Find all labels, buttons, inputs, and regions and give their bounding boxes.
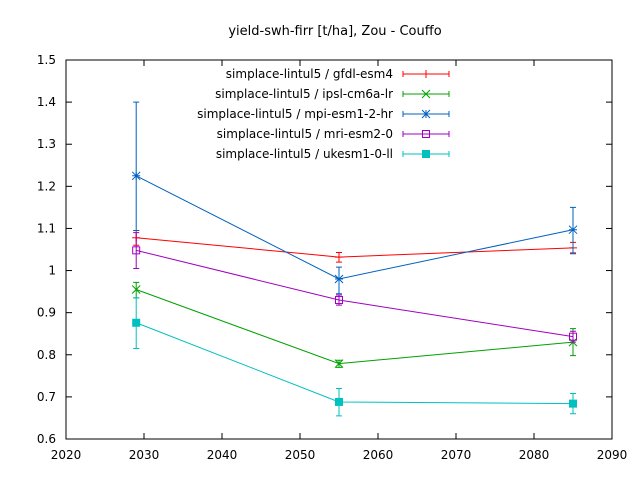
x-tick-label: 2080 [519,448,550,462]
series-line [135,175,574,280]
error-bar [133,101,140,232]
x-marker [131,285,141,294]
series-3 [131,101,578,295]
y-tick-label: 1.2 [37,179,56,193]
legend-label: simplace-lintul5 / mri-esm2-0 [217,127,393,141]
square-marker [132,246,141,255]
series-4 [132,232,577,343]
x-tick-label: 2060 [363,448,394,462]
x-tick-label: 2050 [285,448,316,462]
y-tick-label: 0.9 [37,306,56,320]
star-marker [568,225,578,235]
square-marker [569,332,577,341]
y-tick-label: 1 [48,264,56,278]
star-marker [131,171,141,181]
y-tick-label: 1.3 [37,137,56,151]
filled-square-marker [422,150,430,158]
legend-swatch [402,131,450,137]
x-tick-label: 2090 [597,448,628,462]
plus-marker [422,70,430,78]
y-tick-label: 1.5 [37,53,56,67]
square-marker [335,296,343,305]
plot-frame [65,59,613,440]
x-tick-label: 2040 [207,448,238,462]
legend-label: simplace-lintul5 / ukesm1-0-ll [216,147,393,161]
legend-label: simplace-lintul5 / ipsl-cm6a-lr [215,87,393,101]
filled-square-marker [132,318,141,327]
y-tick-label: 0.8 [37,348,56,362]
y-tick-label: 0.7 [37,390,56,404]
square-marker [422,130,430,138]
legend-item-2: simplace-lintul5 / ipsl-cm6a-lr [215,87,450,101]
x-marker [421,89,431,99]
star-marker [334,274,344,284]
legend-item-5: simplace-lintul5 / ukesm1-0-ll [216,147,450,161]
series-line [136,249,574,338]
legend-item-4: simplace-lintul5 / mri-esm2-0 [217,127,450,141]
legend-item-1: simplace-lintul5 / gfdl-esm4 [226,67,450,81]
y-tick-label: 1.1 [37,221,56,235]
star-marker [421,109,431,119]
series-2 [131,281,578,368]
x-marker [334,359,344,368]
series-line [136,322,574,405]
x-tick-label: 2070 [441,448,472,462]
chart-title: yield-swh-firr [t/ha], Zou - Couffo [228,24,441,39]
legend: simplace-lintul5 / gfdl-esm4 simplace-lin… [197,67,450,161]
x-tick-label: 2030 [129,448,160,462]
legend-item-3: simplace-lintul5 / mpi-esm1-2-hr [197,107,450,121]
x-tick-label: 2020 [51,448,82,462]
series-line [136,237,574,258]
series-1 [132,230,577,263]
legend-label: simplace-lintul5 / gfdl-esm4 [226,67,393,81]
plus-marker [335,253,343,262]
series-layer [131,101,578,417]
y-tick-label: 1.4 [37,95,56,109]
series-5 [132,297,577,417]
filled-square-marker [335,397,343,406]
filled-square-marker [569,399,577,408]
error-bar [133,232,140,269]
legend-label: simplace-lintul5 / mpi-esm1-2-hr [197,107,393,121]
y-tick-label: 0.6 [37,432,56,446]
plot-axes: 2020 2030 2040 2050 2060 2070 2080 2090 0.6 0.7 0.… [37,53,627,462]
